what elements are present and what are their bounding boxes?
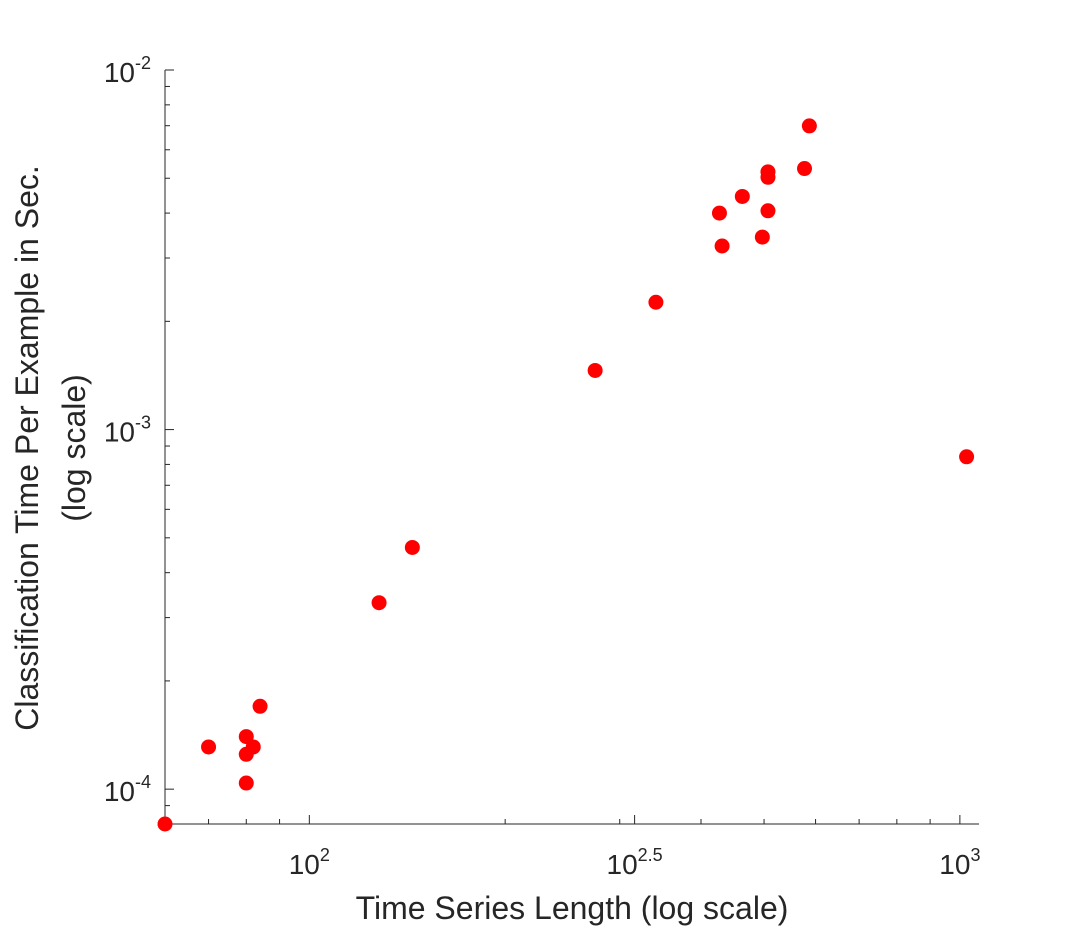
data-point	[760, 164, 776, 180]
y-tick-exponent: -4	[135, 772, 151, 792]
y-tick-label: 10-3	[104, 413, 151, 448]
data-point	[801, 118, 817, 134]
data-point	[245, 739, 261, 755]
data-point	[404, 539, 420, 555]
y-tick-base: 10	[104, 417, 135, 448]
data-point	[587, 362, 603, 378]
x-tick-exponent: 2.5	[638, 845, 663, 865]
x-tick-base: 10	[939, 849, 970, 880]
x-tick-exponent: 3	[970, 845, 980, 865]
data-point	[711, 205, 727, 221]
x-tick-base: 10	[607, 849, 638, 880]
y-tick-label: 10-4	[104, 772, 151, 807]
data-point	[238, 775, 254, 791]
data-point	[797, 161, 813, 177]
y-axis-label-scale: (log scale)	[56, 374, 92, 522]
y-axis-label: Classification Time Per Example in Sec.	[9, 165, 45, 731]
data-point	[714, 238, 730, 254]
x-axis-label: Time Series Length (log scale)	[356, 890, 789, 926]
x-tick-base: 10	[289, 849, 320, 880]
y-tick-exponent: -3	[135, 413, 151, 433]
y-tick-base: 10	[104, 776, 135, 807]
plot-axes	[164, 70, 979, 825]
data-point	[734, 188, 750, 204]
x-tick-label: 102	[289, 845, 330, 880]
data-point	[959, 449, 975, 465]
x-tick-label: 102.5	[607, 845, 663, 880]
x-tick-exponent: 2	[320, 845, 330, 865]
y-tick-exponent: -2	[135, 53, 151, 73]
data-point	[754, 229, 770, 245]
data-point	[252, 698, 268, 714]
data-point	[371, 595, 387, 611]
data-points	[157, 118, 975, 832]
data-point	[760, 203, 776, 219]
data-point	[648, 294, 664, 310]
y-tick-label: 10-2	[104, 53, 151, 88]
data-point	[157, 816, 173, 832]
data-point	[201, 739, 217, 755]
x-tick-label: 103	[939, 845, 980, 880]
y-tick-base: 10	[104, 57, 135, 88]
